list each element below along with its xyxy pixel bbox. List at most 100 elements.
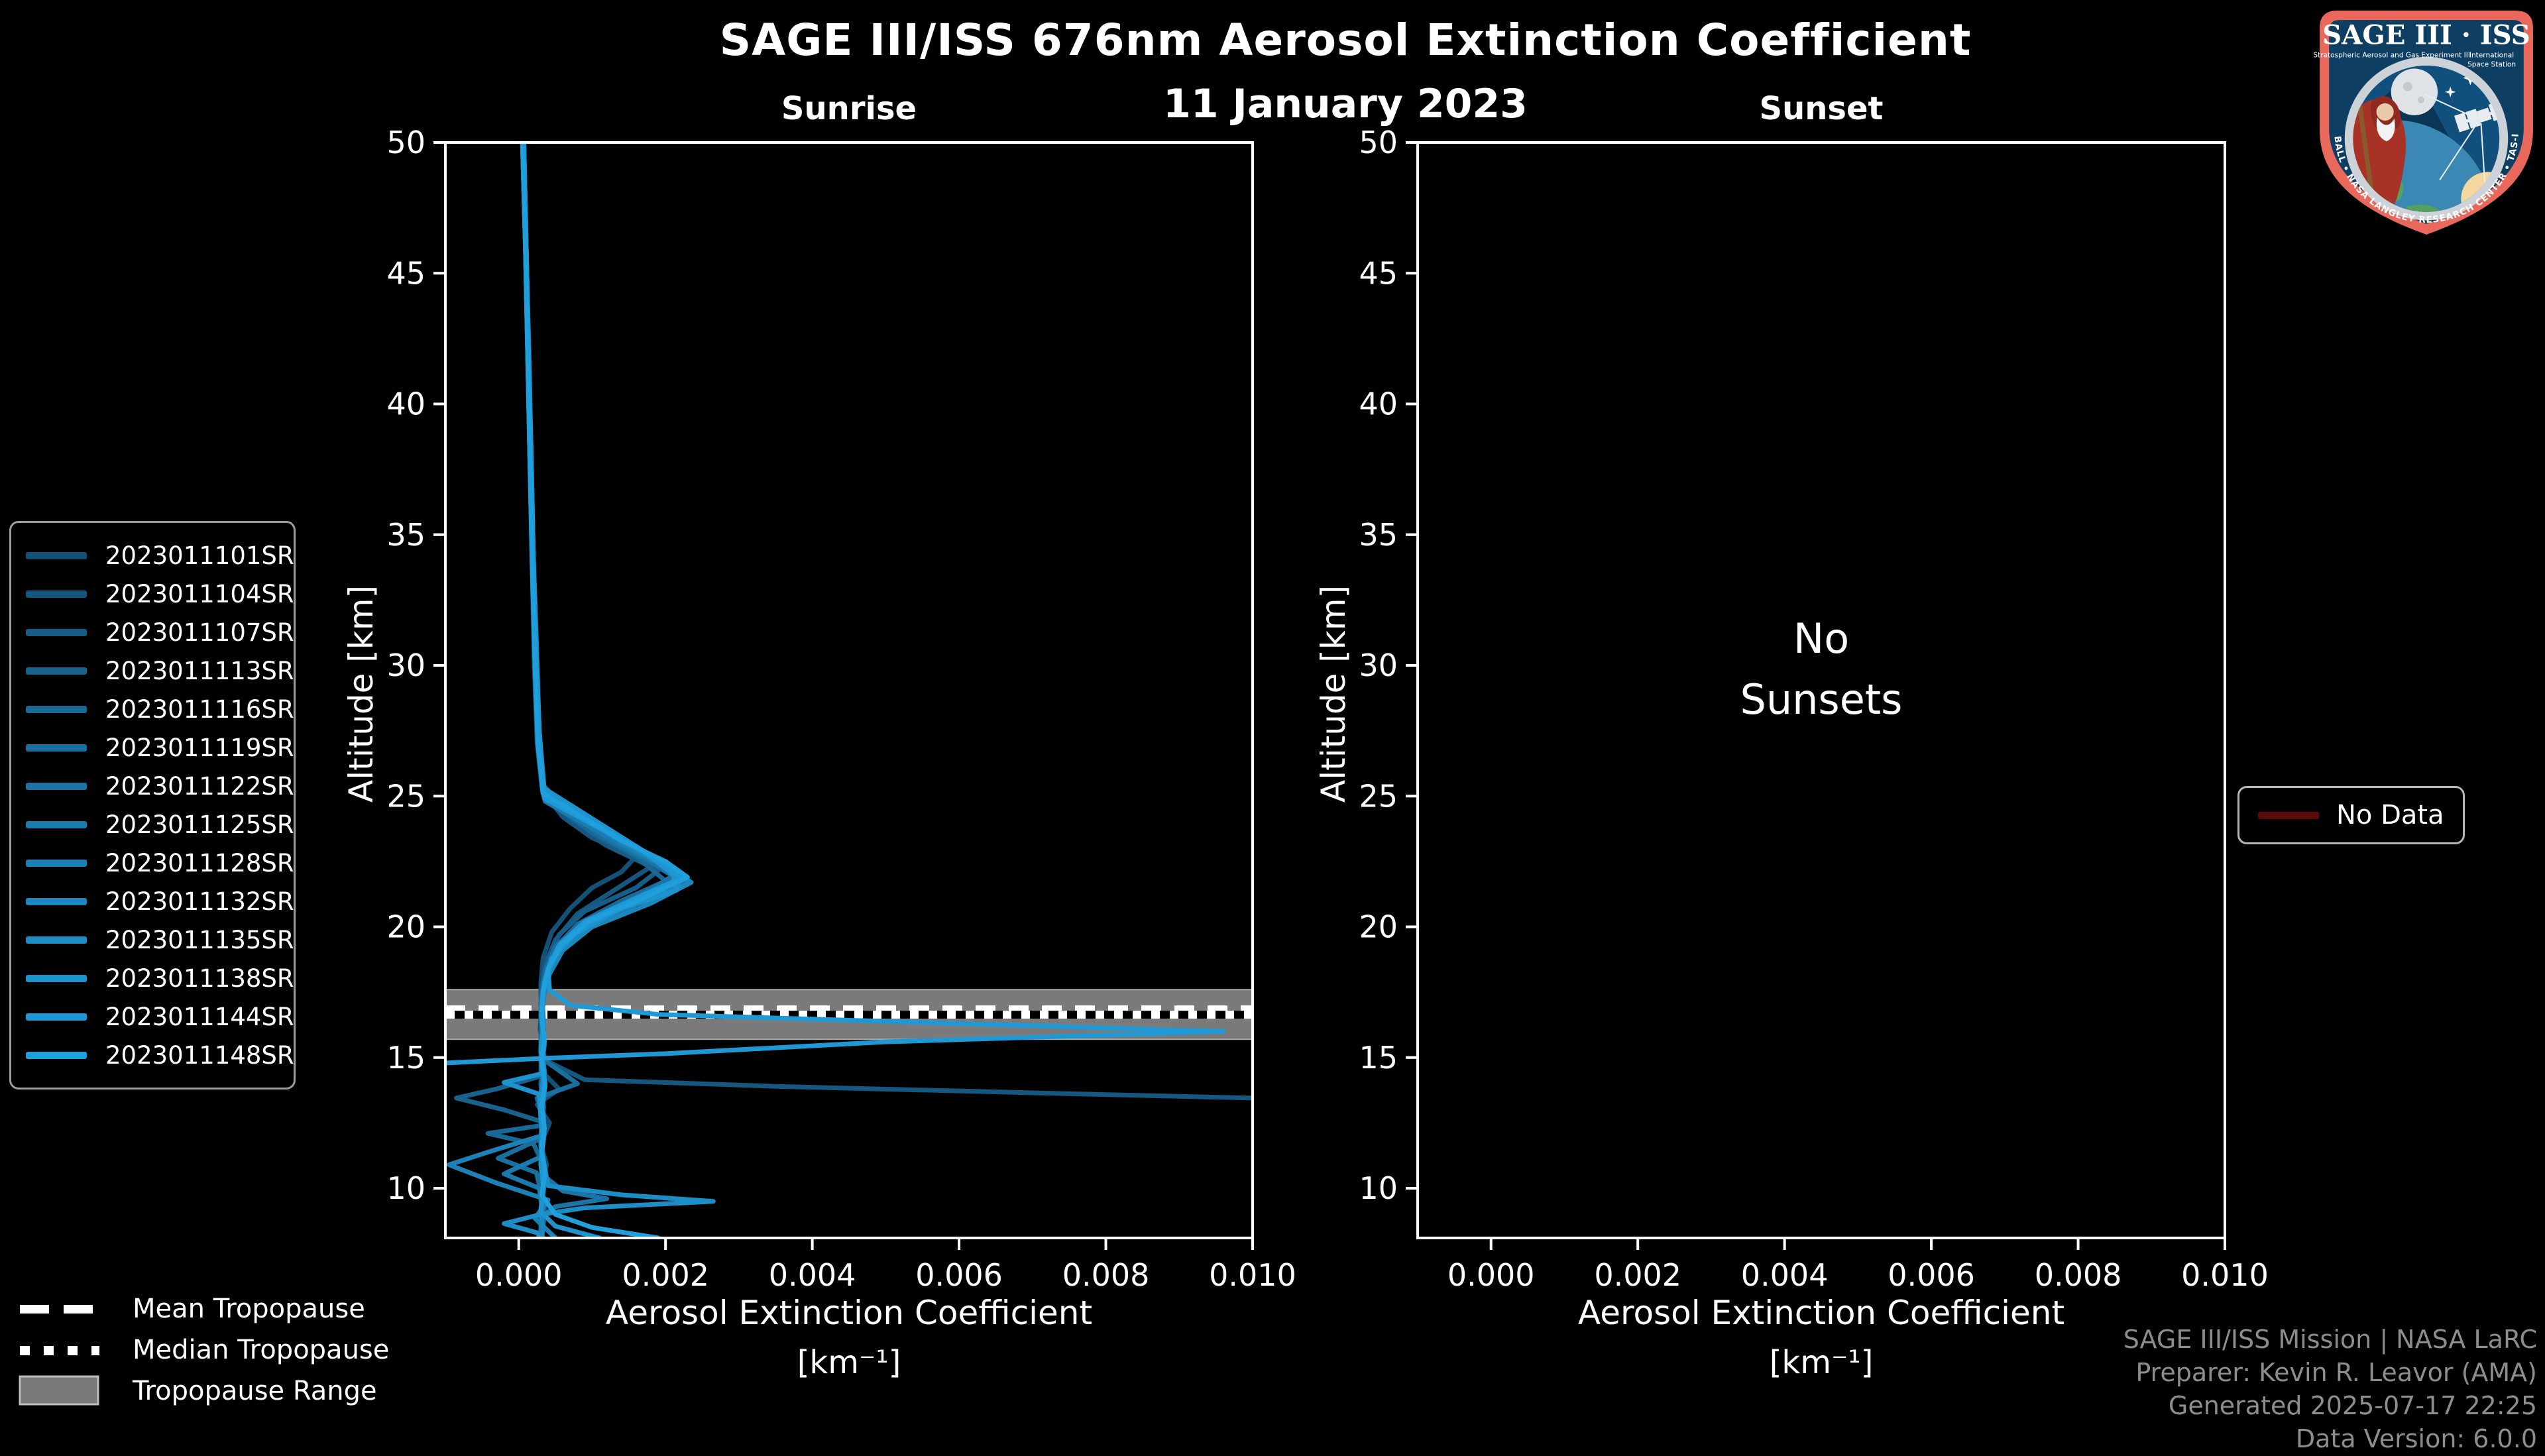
event-legend-row: 2023011128SR	[26, 844, 294, 882]
y-tick-label: 35	[386, 517, 425, 553]
moon-crater	[2403, 82, 2412, 91]
panel-sunset: 50 45 40 35 30 25 20 15 10 0.000 0.002 0.004 0.006 0.…	[1359, 125, 2268, 1293]
event-line-swatch	[26, 705, 87, 713]
x-tick-label: 0.010	[2181, 1257, 2269, 1293]
no-data-legend: No Data	[2237, 786, 2465, 844]
patch-subtitle-right-2: Space Station	[2467, 61, 2516, 69]
panel-title-sunset: Sunset	[1759, 90, 1884, 127]
x-tick-label: 0.002	[1594, 1257, 1681, 1293]
event-id-label: 2023011104SR	[105, 579, 294, 608]
event-legend-row: 2023011104SR	[26, 575, 294, 613]
event-id-label: 2023011125SR	[105, 810, 294, 839]
sunrise-frame	[444, 141, 1254, 1239]
event-line-swatch	[26, 974, 87, 982]
y-tick-label: 25	[1359, 778, 1398, 814]
profile-2023011132SR	[520, 142, 694, 1238]
patch-subtitle-left: Stratospheric Aerosol and Gas Experiment…	[2313, 51, 2470, 59]
sunset-frame	[1416, 141, 2226, 1239]
y-tick-label: 10	[1359, 1170, 1398, 1206]
event-id-label: 2023011116SR	[105, 695, 294, 724]
event-legend-row: 2023011148SR	[26, 1036, 294, 1074]
event-legend: 2023011101SR 2023011104SR 2023011107SR 2023…	[9, 521, 296, 1090]
earth	[2353, 119, 2493, 212]
x-tick-label: 0.004	[769, 1257, 856, 1293]
profile-2023011104SR	[520, 142, 1253, 1101]
y-tick-label: 50	[386, 125, 425, 160]
event-id-label: 2023011101SR	[105, 541, 294, 570]
no-sunsets-line1: No	[1793, 614, 1850, 663]
event-legend-row: 2023011135SR	[26, 921, 294, 959]
patch-scene	[2353, 65, 2500, 212]
patch-title: SAGE III · ISS	[2322, 19, 2530, 50]
y-tick-label: 40	[386, 386, 425, 422]
y-axis-label-sunrise: Altitude [km]	[342, 585, 380, 803]
event-legend-row: 2023011113SR	[26, 651, 294, 690]
x-axis-label-sunrise: Aerosol Extinction Coefficient	[605, 1294, 1093, 1332]
event-id-label: 2023011132SR	[105, 887, 294, 916]
moon	[2391, 68, 2438, 115]
event-id-label: 2023011107SR	[105, 618, 294, 647]
page-title: SAGE III/ISS 676nm Aerosol Extinction Co…	[719, 15, 1972, 66]
y-tick-label: 50	[1359, 125, 1398, 160]
mean-tropopause-label: Mean Tropopause	[133, 1294, 365, 1324]
credit-data-version: Data Version: 6.0.0	[2295, 1424, 2537, 1454]
y-tick-label: 20	[1359, 909, 1398, 945]
event-id-label: 2023011119SR	[105, 733, 294, 762]
event-id-label: 2023011138SR	[105, 964, 294, 993]
profile-2023011125SR	[502, 142, 690, 1238]
profile-2023011148SR	[520, 142, 690, 1238]
median-tropopause-dotted-swatch	[16, 1334, 115, 1366]
credit-preparer: Preparer: Kevin R. Leavor (AMA)	[2135, 1358, 2537, 1388]
figure-beard	[2376, 117, 2395, 142]
y-tick-label: 20	[386, 909, 425, 945]
event-line-swatch	[26, 551, 87, 559]
event-line-swatch	[26, 590, 87, 598]
moon-crater	[2417, 96, 2424, 103]
figure-face	[2376, 103, 2394, 121]
no-data-label: No Data	[2336, 800, 2444, 830]
event-legend-row: 2023011132SR	[26, 882, 294, 921]
x-axis-units-sunset: [km⁻¹]	[1769, 1344, 1874, 1381]
panel-title-sunrise: Sunrise	[781, 90, 917, 127]
legend-row-median-tropopause: Median Tropopause	[16, 1329, 389, 1371]
tropopause-range-label: Tropopause Range	[133, 1376, 377, 1406]
y-tick-label: 45	[1359, 255, 1398, 291]
event-line-swatch	[26, 744, 87, 752]
patch-subtitle-right-1: International	[2469, 51, 2514, 59]
x-tick-label: 0.006	[915, 1257, 1003, 1293]
event-legend-row: 2023011125SR	[26, 805, 294, 844]
y-tick-label: 10	[386, 1170, 425, 1206]
y-axis-label-sunset: Altitude [km]	[1314, 585, 1353, 803]
credits-block: SAGE III/ISS Mission | NASA LaRC Prepare…	[2123, 1323, 2537, 1456]
x-tick-label: 0.000	[1447, 1257, 1535, 1293]
median-tropopause-label: Median Tropopause	[133, 1335, 390, 1365]
event-line-swatch	[26, 628, 87, 636]
y-tick-label: 30	[1359, 647, 1398, 683]
y-tick-label: 45	[386, 255, 425, 291]
x-tick-label: 0.002	[622, 1257, 709, 1293]
x-tick-label: 0.006	[1888, 1257, 1975, 1293]
y-tick-label: 35	[1359, 517, 1398, 553]
y-tick-label: 25	[386, 778, 425, 814]
event-id-label: 2023011128SR	[105, 848, 294, 877]
event-legend-row: 2023011122SR	[26, 767, 294, 805]
no-sunsets-line2: Sunsets	[1740, 675, 1903, 724]
event-line-swatch	[26, 667, 87, 675]
event-id-label: 2023011113SR	[105, 656, 294, 685]
event-legend-row: 2023011107SR	[26, 613, 294, 651]
tropopause-legend: Mean Tropopause Median Tropopause Tropop…	[16, 1288, 389, 1412]
event-line-swatch	[26, 782, 87, 790]
x-tick-label: 0.010	[1209, 1257, 1296, 1293]
legend-row-tropopause-range: Tropopause Range	[16, 1371, 389, 1412]
mean-tropopause-dashed-swatch	[16, 1293, 115, 1325]
panel-sunrise: 50 45 40 35 30 25 20 15 10 0.000 0.002 0.004 0.006 0.…	[386, 125, 1296, 1293]
event-line-swatch	[26, 820, 87, 828]
credit-generated: Generated 2025-07-17 22:25	[2168, 1391, 2537, 1421]
event-id-label: 2023011122SR	[105, 771, 294, 801]
x-tick-label: 0.004	[1741, 1257, 1829, 1293]
legend-row-mean-tropopause: Mean Tropopause	[16, 1288, 389, 1329]
sage-iii-iss-mission-patch: SAGE III · ISS Stratospheric Aerosol and…	[2313, 7, 2533, 235]
sunrise-plot-area	[445, 142, 1253, 1238]
